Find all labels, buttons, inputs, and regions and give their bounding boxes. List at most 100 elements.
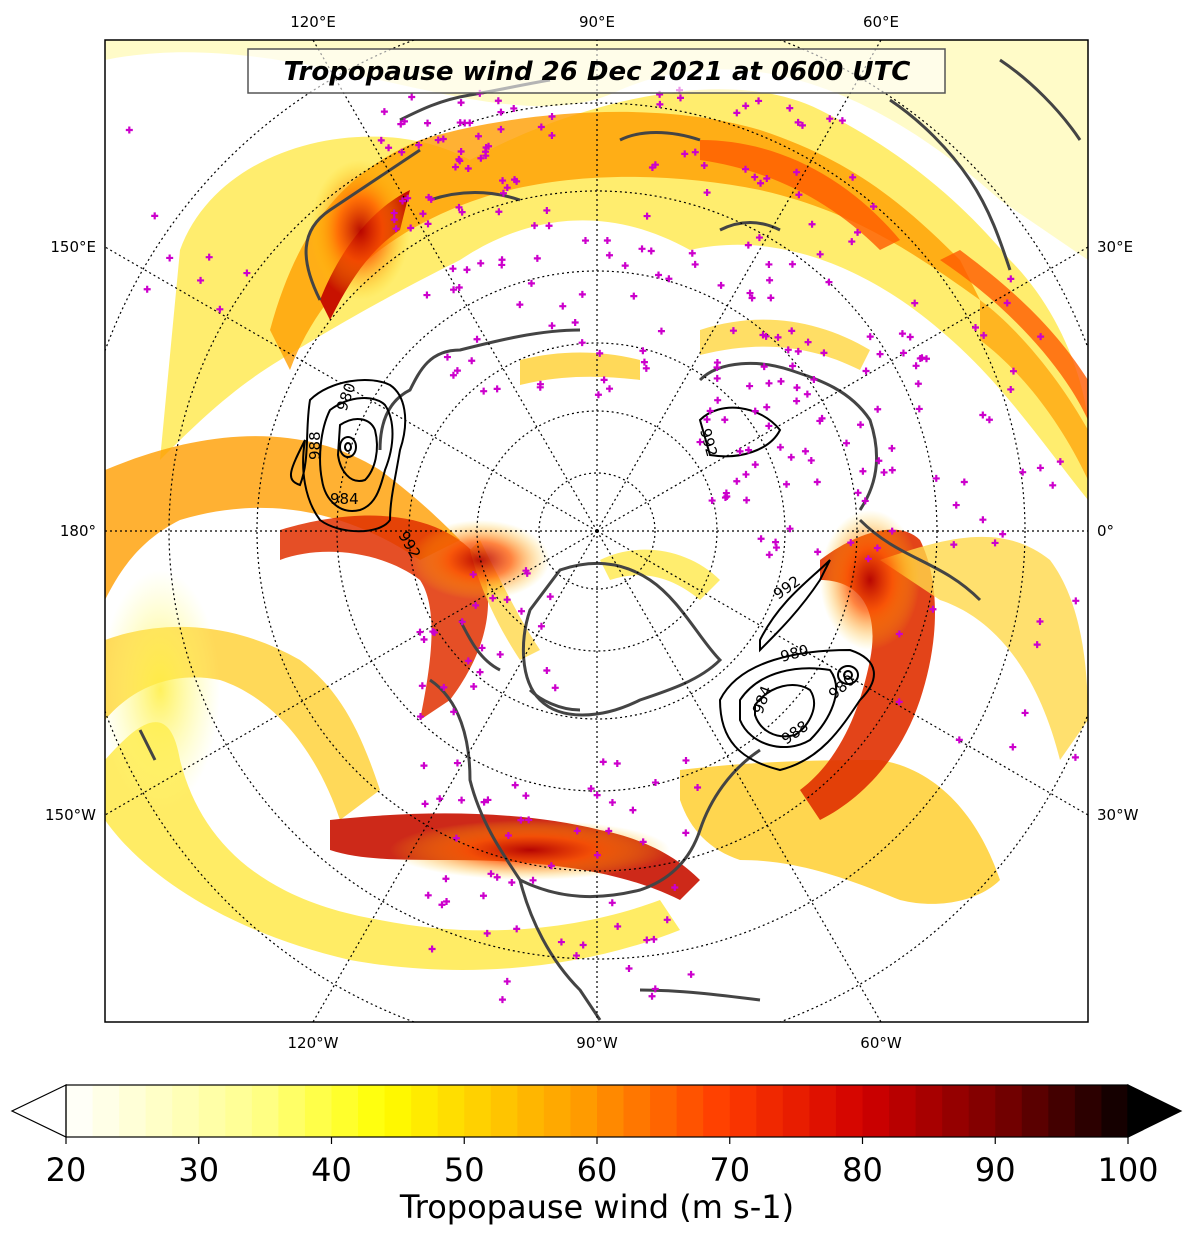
station-marker [816, 250, 824, 258]
station-marker [605, 251, 613, 259]
station-marker [493, 385, 501, 393]
colorbar-cell [384, 1085, 412, 1137]
station-marker [787, 453, 795, 461]
station-marker [795, 191, 803, 199]
station-marker [482, 152, 490, 160]
lon-label-left: 150°E [50, 238, 96, 256]
station-marker [197, 276, 205, 284]
station-marker [717, 281, 725, 289]
station-marker [857, 421, 865, 429]
station-marker [476, 668, 484, 676]
colorbar-tick-label: 40 [311, 1151, 352, 1189]
station-marker [593, 851, 601, 859]
wind-field [105, 40, 1088, 970]
station-marker [743, 496, 751, 504]
station-marker [1049, 481, 1057, 489]
station-marker [694, 784, 702, 792]
station-marker [888, 444, 896, 452]
station-marker [417, 713, 425, 721]
colorbar-tick-label: 60 [577, 1151, 618, 1189]
station-marker [548, 131, 556, 139]
station-marker [991, 539, 999, 547]
station-marker [497, 125, 505, 133]
station-marker [499, 177, 507, 185]
station-marker [483, 929, 491, 937]
colorbar-cell [809, 1085, 837, 1137]
lon-label-bottom: 60°W [860, 1034, 902, 1052]
station-marker [922, 355, 930, 363]
station-marker [594, 391, 602, 399]
station-marker [767, 294, 775, 302]
station-marker [511, 176, 519, 184]
station-marker [438, 901, 446, 909]
colorbar-cell [464, 1085, 492, 1137]
station-marker [464, 165, 472, 173]
colorbar-label: Tropopause wind (m s-1) [399, 1188, 794, 1226]
colorbar-tick-label: 50 [444, 1151, 485, 1189]
station-marker [1007, 275, 1015, 283]
colorbar-cell [92, 1085, 120, 1137]
station-marker [952, 501, 960, 509]
colorbar-tick-label: 80 [842, 1151, 883, 1189]
station-marker [869, 203, 877, 211]
station-marker [1036, 617, 1044, 625]
colorbar-cell [1074, 1085, 1103, 1137]
station-marker [736, 447, 744, 455]
station-marker [873, 544, 881, 552]
map-title-box: Tropopause wind 26 Dec 2021 at 0600 UTC [247, 48, 946, 94]
station-marker [899, 349, 907, 357]
colorbar: 20 30 40 50 60 70 80 90 100 Tropopause wind (m s… [10, 1084, 1183, 1226]
colorbar-cell [729, 1085, 757, 1137]
station-marker [463, 266, 471, 274]
colorbar-cell [517, 1085, 545, 1137]
station-marker [1019, 468, 1027, 476]
station-marker [487, 870, 495, 878]
station-marker [497, 108, 505, 116]
colorbar-cell [437, 1085, 465, 1137]
station-marker [457, 99, 465, 107]
station-marker [950, 541, 958, 549]
station-marker [650, 935, 658, 943]
colorbar-cell [942, 1085, 970, 1137]
station-marker [399, 197, 407, 205]
station-marker [714, 396, 722, 404]
station-marker [216, 305, 224, 313]
colorbar-cell [411, 1085, 439, 1137]
station-marker [912, 362, 920, 370]
lon-label-bottom: 120°W [288, 1034, 339, 1052]
station-marker [789, 362, 797, 370]
station-marker [596, 349, 604, 357]
colorbar-cell [304, 1085, 333, 1137]
station-marker [480, 798, 488, 806]
station-marker [1037, 333, 1045, 341]
station-marker [166, 254, 174, 262]
station-marker [757, 535, 765, 543]
colorbar-cell [995, 1085, 1023, 1137]
station-marker [390, 216, 398, 224]
station-marker [657, 327, 665, 335]
colorbar-cell [145, 1085, 173, 1137]
station-marker [579, 941, 587, 949]
station-marker [390, 209, 398, 217]
map-panel: 980 988 984 992 992 992 980 984 988 980 … [105, 40, 1088, 1022]
station-marker [746, 289, 754, 297]
station-marker [477, 259, 485, 267]
station-marker [421, 800, 429, 808]
station-marker [782, 480, 790, 488]
station-marker [696, 438, 704, 446]
station-marker [527, 279, 535, 287]
colorbar-cell [1101, 1085, 1129, 1137]
colorbar-cell [782, 1085, 810, 1137]
station-marker [915, 405, 923, 413]
station-marker [746, 382, 754, 390]
station-marker [864, 555, 872, 563]
station-marker [420, 762, 428, 770]
station-marker [545, 222, 553, 230]
station-marker [682, 756, 690, 764]
station-marker [888, 466, 896, 474]
station-marker [484, 796, 492, 804]
station-marker [593, 791, 601, 799]
station-marker [1007, 385, 1015, 393]
station-marker [511, 781, 519, 789]
lon-label-bottom: 90°W [576, 1034, 618, 1052]
